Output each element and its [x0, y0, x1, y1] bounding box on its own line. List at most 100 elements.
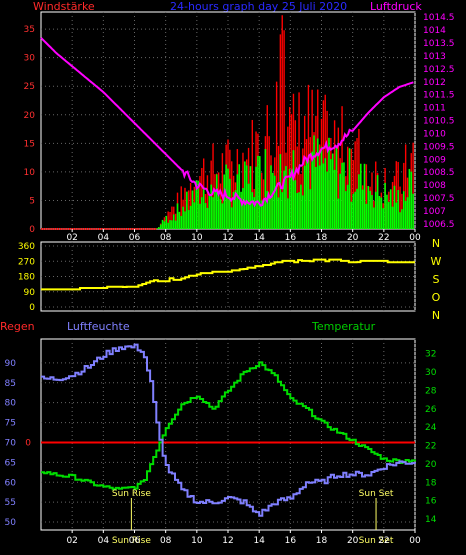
x-tick-label: 14 — [253, 233, 265, 243]
temperature-series-line — [41, 361, 416, 491]
wind-tick-label: 35 — [24, 25, 35, 35]
temperature-tick-label: 30 — [425, 368, 437, 378]
temperature-axis-ticks: 14 16 18 20 22 24 26 28 30 32 — [425, 350, 437, 525]
wind-tick-label: 15 — [24, 139, 35, 149]
header: Windstärke 24-hours graph day 25 Juli 20… — [33, 0, 422, 13]
x-tick-label: 00 — [409, 536, 421, 546]
sun-event-label: Sun Rise — [112, 489, 151, 499]
x-tick-label: 04 — [98, 536, 110, 546]
wind-pressure-x-ticks: 02 04 06 08 10 12 14 16 18 20 22 00 — [66, 229, 421, 243]
humidity-tick-label: 85 — [5, 379, 16, 389]
pressure-series-line — [40, 37, 414, 208]
x-tick-label: 10 — [191, 536, 203, 546]
x-tick-label: 02 — [66, 536, 77, 546]
humidity-tick-label: 90 — [5, 359, 17, 369]
pressure-tick-label: 1010 — [423, 129, 446, 139]
direction-tick-label: 360 — [18, 242, 35, 252]
x-tick-label: 16 — [285, 233, 297, 243]
x-tick-label: 10 — [191, 233, 203, 243]
pressure-tick-label: 1013 — [423, 52, 446, 62]
sun-event-time-label: Sun Set — [359, 536, 394, 546]
compass-label: S — [433, 273, 440, 286]
humidity-tick-label: 50 — [5, 518, 17, 528]
temperature-tick-label: 20 — [425, 460, 437, 470]
rain-zero-label: 0 — [25, 438, 31, 448]
wind-direction-axis-ticks: 0 90 180 270 360 — [18, 242, 35, 313]
humidity-label: Luftfeuchte — [67, 320, 130, 333]
header-right-title: Luftdruck — [370, 0, 422, 13]
temperature-tick-label: 22 — [425, 442, 436, 452]
pressure-tick-label: 1014 — [423, 26, 446, 36]
pressure-tick-label: 1013.5 — [423, 39, 455, 49]
compass-label: N — [432, 237, 440, 250]
x-tick-label: 08 — [160, 233, 172, 243]
x-tick-label: 06 — [129, 536, 141, 546]
wind-tick-label: 25 — [24, 82, 35, 92]
pressure-tick-label: 1007.5 — [423, 194, 455, 204]
x-tick-label: 22 — [378, 233, 389, 243]
pressure-tick-label: 1008 — [423, 181, 446, 191]
humidity-tick-label: 65 — [5, 458, 16, 468]
x-tick-label: 00 — [409, 233, 421, 243]
temperature-tick-label: 14 — [425, 515, 437, 525]
x-tick-label: 04 — [98, 233, 110, 243]
wind-average-series — [156, 135, 414, 229]
pressure-tick-label: 1007 — [423, 207, 446, 217]
sun-events: Sun Rise Sun Rise Sun Set Sun Set — [112, 489, 394, 546]
x-tick-label: 16 — [285, 536, 297, 546]
temperature-tick-label: 28 — [425, 386, 437, 396]
wind-tick-label: 0 — [29, 225, 35, 235]
x-tick-label: 20 — [347, 536, 359, 546]
temperature-tick-label: 32 — [425, 350, 436, 360]
direction-tick-label: 270 — [18, 257, 35, 267]
temp-humidity-x-ticks: 02 04 06 08 10 12 14 16 18 20 22 00 — [66, 530, 421, 546]
pressure-tick-label: 1008.5 — [423, 168, 455, 178]
compass-label: O — [432, 291, 441, 304]
pressure-tick-label: 1014.5 — [423, 13, 455, 23]
sun-event-label: Sun Set — [359, 489, 394, 499]
x-tick-label: 20 — [347, 233, 359, 243]
x-tick-label: 18 — [316, 233, 328, 243]
pressure-tick-label: 1011 — [423, 104, 446, 114]
x-tick-label: 08 — [160, 536, 172, 546]
header-center-title: 24-hours graph day 25 Juli 2020 — [170, 0, 347, 13]
humidity-tick-label: 70 — [5, 438, 17, 448]
pressure-tick-label: 1010.5 — [423, 117, 455, 127]
wind-direction-plot-area — [40, 241, 416, 312]
x-tick-label: 22 — [378, 536, 389, 546]
x-tick-label: 12 — [222, 536, 233, 546]
pressure-tick-label: 1006.5 — [423, 220, 455, 230]
direction-tick-label: 90 — [24, 288, 36, 298]
x-tick-label: 12 — [222, 233, 233, 243]
pressure-tick-label: 1012 — [423, 78, 446, 88]
wind-direction-series-line — [41, 258, 415, 291]
temperature-tick-label: 24 — [425, 423, 437, 433]
rain-label: Regen — [0, 320, 35, 333]
humidity-series-line — [41, 343, 416, 517]
wind-axis-ticks: 0 5 10 15 20 25 30 35 — [24, 25, 36, 235]
direction-tick-label: 0 — [29, 303, 35, 313]
sun-event-time-label: Sun Rise — [112, 536, 151, 546]
wind-tick-label: 5 — [29, 196, 35, 206]
x-tick-label: 14 — [253, 536, 265, 546]
x-tick-label: 06 — [129, 233, 141, 243]
humidity-tick-label: 55 — [5, 498, 16, 508]
compass-label: W — [431, 255, 442, 268]
humidity-axis-ticks: 50 55 60 65 70 75 80 85 90 — [5, 359, 17, 528]
x-tick-label: 02 — [66, 233, 77, 243]
temperature-label: Temperatur — [311, 320, 376, 333]
temperature-tick-label: 16 — [425, 497, 437, 507]
temp-humidity-panel: Regen Luftfeuchte Temperatur 0 Sun RiseS… — [0, 320, 437, 546]
pressure-tick-label: 1009.5 — [423, 142, 455, 152]
wind-tick-label: 10 — [24, 168, 36, 178]
humidity-tick-label: 75 — [5, 419, 16, 429]
wind-tick-label: 30 — [24, 54, 36, 64]
pressure-tick-label: 1009 — [423, 155, 446, 165]
compass-label: N — [432, 309, 440, 322]
humidity-tick-label: 60 — [5, 478, 17, 488]
